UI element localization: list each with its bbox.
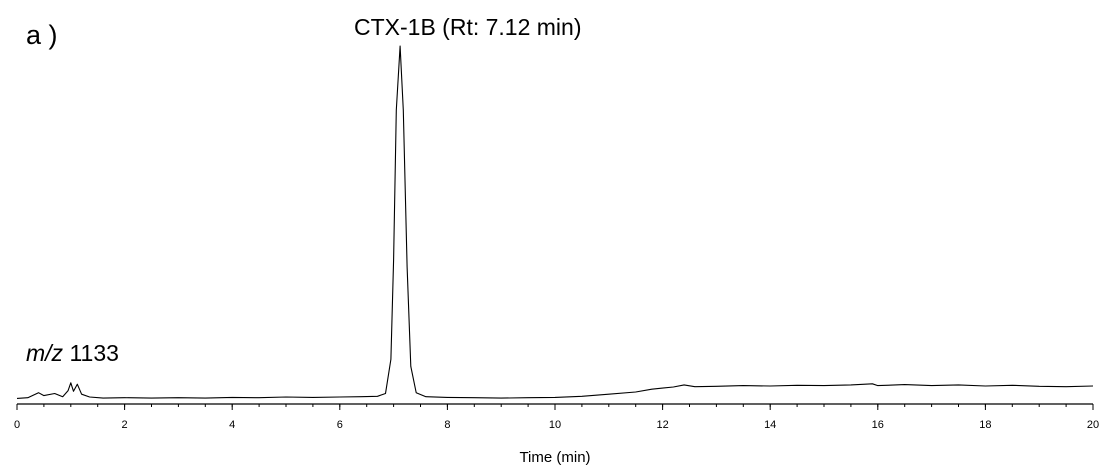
panel-label: a ) [26, 20, 58, 50]
ion-label-prefix: m/z [26, 340, 64, 366]
ion-label: m/z 1133 [26, 340, 119, 367]
x-tick-label: 12 [656, 419, 668, 431]
x-tick-label: 20 [1087, 419, 1099, 431]
chromatogram-trace [16, 45, 1094, 399]
x-major-ticks [16, 404, 1094, 410]
x-tick-label: 6 [337, 419, 343, 431]
ion-label-value: 1133 [69, 340, 119, 366]
x-tick-label: 2 [122, 419, 128, 431]
x-tick-label: 14 [764, 419, 776, 431]
peak-annotation: CTX-1B (Rt: 7.12 min) [354, 14, 582, 40]
x-tick-label: 8 [444, 419, 450, 431]
x-tick-label: 0 [14, 419, 20, 431]
x-tick-label: 16 [872, 419, 884, 431]
x-tick-label: 10 [549, 419, 561, 431]
x-tick-labels: 0 2 4 6 8 10 12 14 16 18 20 [14, 419, 1099, 431]
x-tick-label: 4 [229, 419, 235, 431]
x-tick-label: 18 [979, 419, 991, 431]
x-axis-title: Time (min) [519, 449, 590, 466]
